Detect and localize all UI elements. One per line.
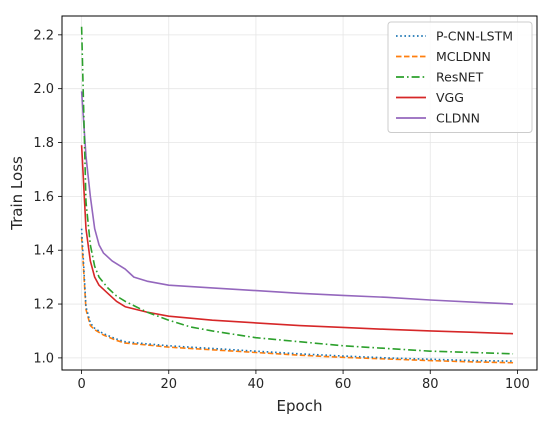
x-tick-label: 100 (505, 377, 530, 392)
series-lines (80, 26, 514, 364)
y-tick-label: 1.4 (33, 244, 54, 259)
series-line-resnet (80, 26, 514, 355)
y-tick-label: 2.0 (33, 82, 54, 97)
y-axis-label: Train Loss (8, 156, 26, 231)
series-line-p-cnn-lstm (80, 228, 514, 362)
axis-ticks: 0 20 40 60 80 100 1.0 1.2 1.4 1.6 1.8 2.0 2.2 (33, 28, 529, 392)
x-axis-label: Epoch (277, 397, 323, 415)
series-line-cldnn (80, 91, 514, 305)
y-tick-label: 1.6 (33, 190, 54, 205)
series-line-mcldnn (80, 236, 514, 364)
legend-label: MCLDNN (436, 49, 491, 64)
y-tick-label: 1.2 (33, 298, 54, 313)
x-tick-label: 40 (248, 377, 265, 392)
legend-label: CLDNN (436, 111, 480, 126)
legend-label: VGG (436, 90, 464, 105)
legend-label: P-CNN-LSTM (436, 29, 513, 44)
grid (62, 16, 537, 370)
series-line-vgg (80, 145, 514, 335)
x-tick-label: 0 (77, 377, 85, 392)
plot-frame (61, 15, 538, 371)
legend: P-CNN-LSTM MCLDNN ResNET VGG CLDNN (387, 21, 533, 133)
y-tick-label: 1.0 (33, 351, 54, 366)
x-tick-label: 20 (160, 377, 177, 392)
x-tick-label: 80 (422, 377, 439, 392)
legend-box (387, 21, 533, 133)
x-tick-label: 60 (335, 377, 352, 392)
y-tick-label: 1.8 (33, 136, 54, 151)
y-tick-label: 2.2 (33, 28, 54, 43)
legend-label: ResNET (436, 70, 484, 85)
